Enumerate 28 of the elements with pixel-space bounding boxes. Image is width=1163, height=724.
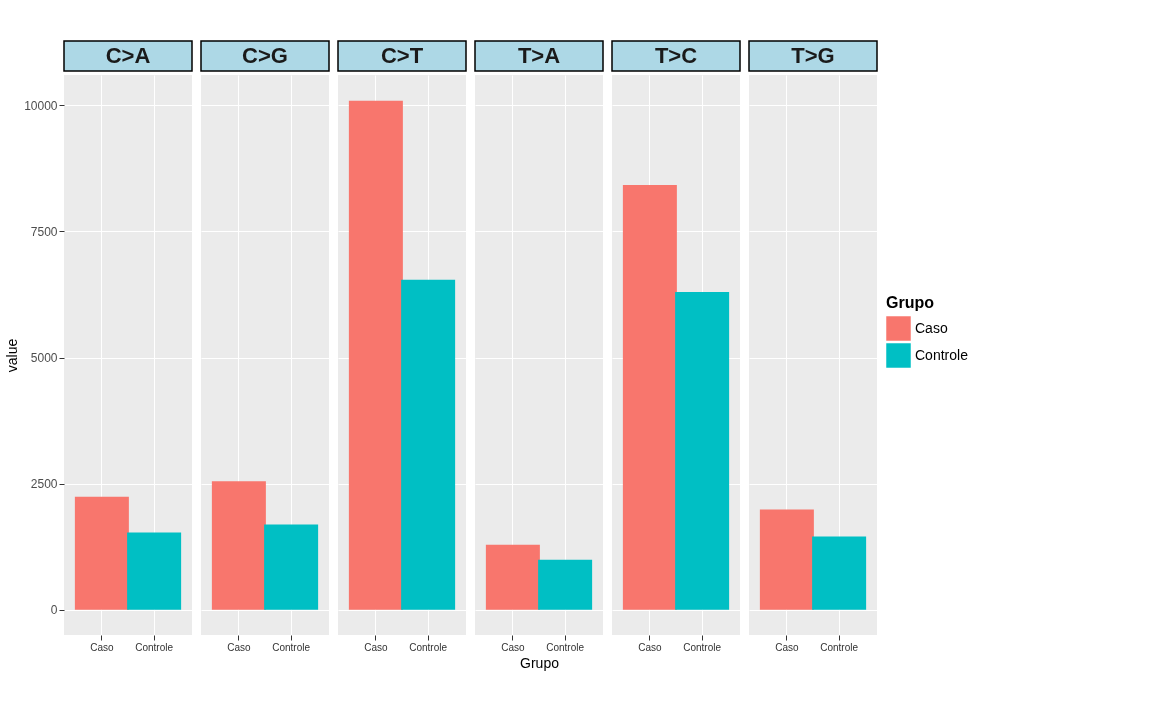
y-tick-label: 10000 <box>24 98 58 113</box>
legend-label: Controle <box>915 346 969 363</box>
y-tick-label: 0 <box>50 603 58 618</box>
x-tick-label: Controle <box>135 641 174 653</box>
y-axis-title: value <box>4 338 21 373</box>
chart-title: C>T <box>380 43 424 68</box>
x-tick-label: Caso <box>227 641 251 653</box>
x-tick-label: Caso <box>638 641 662 653</box>
x-tick-label: Caso <box>90 641 114 653</box>
x-tick-label: Controle <box>820 641 859 653</box>
y-tick-label: 2500 <box>30 477 58 492</box>
y-tick-label: 5000 <box>30 351 58 366</box>
chart-title: C>A <box>105 43 151 68</box>
chart-title: C>G <box>242 43 288 68</box>
x-tick-label: Controle <box>683 641 722 653</box>
y-tick-label: 7500 <box>30 224 58 239</box>
x-axis-title: Grupo <box>520 654 560 671</box>
x-tick-label: Controle <box>272 641 311 653</box>
x-tick-label: Caso <box>775 641 799 653</box>
x-tick-label: Controle <box>546 641 585 653</box>
legend-label: Caso <box>915 319 948 336</box>
chart-title: T>G <box>791 43 835 68</box>
x-tick-label: Controle <box>409 641 448 653</box>
chart-title: T>A <box>517 43 561 68</box>
legend-title: Grupo <box>886 294 935 311</box>
x-tick-label: Caso <box>501 641 525 653</box>
x-tick-label: Caso <box>364 641 388 653</box>
chart-title: T>C <box>654 43 698 68</box>
